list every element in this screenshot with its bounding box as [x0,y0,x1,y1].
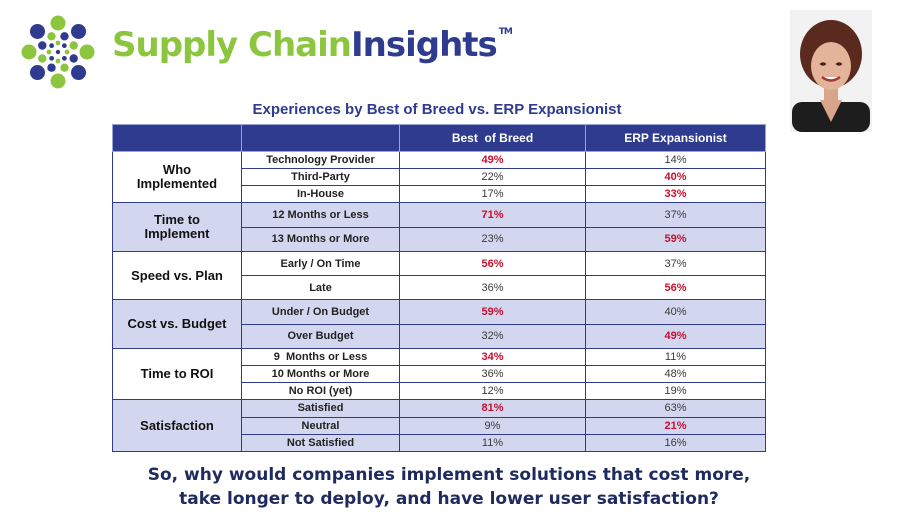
item-cell: 9 Months or Less [241,347,400,367]
item-cell: Late [241,275,400,301]
item-cell: 13 Months or More [241,226,400,252]
table-row: Third-Party 22% 40% [113,168,766,187]
best-of-breed-value: 36% [399,365,586,384]
table-header-row: Best of Breed ERP Expansionist [112,124,766,152]
erp-expansionist-value: 56% [585,275,766,301]
best-of-breed-value: 11% [399,433,586,453]
table-row: Time to Implement 12 Months or Less 71% 37% [112,202,766,252]
table-row: Time to ROI 9 Months or Less 34% 11% [112,347,766,401]
erp-expansionist-value: 11% [585,347,766,367]
erp-expansionist-value: 40% [585,299,766,325]
table-body: Who Implemented Technology Provider 49% 14%… [112,150,766,453]
presenter-photo [790,10,872,132]
category-cell: Time to ROI [112,347,242,401]
brand-wordmark: Supply ChainInsights TM [112,25,513,65]
table-row: Cost vs. Budget Under / On Budget 59% 40% [112,299,766,349]
erp-expansionist-value: 37% [585,202,766,228]
best-of-breed-value: 32% [399,323,586,349]
question-line-1: So, why would companies implement soluti… [147,465,751,485]
erp-expansionist-value: 33% [585,185,766,204]
erp-expansionist-value: 14% [585,150,766,170]
best-of-breed-value: 56% [399,250,586,277]
item-cell: 12 Months or Less [241,202,400,228]
header-erp-expansionist: ERP Expansionist [585,124,766,152]
erp-expansionist-value: 40% [585,168,766,187]
table-row: Speed vs. Plan Early / On Time 56% 37% [112,250,766,301]
erp-expansionist-value: 21% [585,416,766,435]
results-table: Best of Breed ERP Expansionist Who Imple… [112,124,766,453]
brand-trademark: TM [498,27,513,37]
table-row: Over Budget 32% 49% [113,323,766,349]
best-of-breed-value: 34% [399,347,586,367]
erp-expansionist-value: 49% [585,323,766,349]
best-of-breed-value: 59% [399,299,586,325]
item-cell: In-House [241,185,400,204]
erp-expansionist-value: 37% [585,250,766,277]
category-cell: Satisfaction [112,399,242,452]
table-row: 13 Months or More 23% 59% [113,226,766,252]
closing-question: So, why would companies implement soluti… [0,463,898,511]
header-best-of-breed: Best of Breed [399,124,586,152]
best-of-breed-value: 49% [399,150,586,170]
erp-expansionist-value: 48% [585,365,766,384]
erp-expansionist-value: 59% [585,226,766,252]
best-of-breed-value: 81% [399,399,586,418]
table-row: Who Implemented Technology Provider 49% 14% [112,150,766,204]
category-cell: Time to Implement [112,202,242,252]
item-cell: Over Budget [241,323,400,349]
table-row: Satisfaction Satisfied 81% 63% [112,399,766,452]
category-cell: Speed vs. Plan [112,250,242,301]
item-cell: Early / On Time [241,250,400,277]
category-cell: Who Implemented [112,150,242,204]
erp-expansionist-value: 16% [585,433,766,453]
item-cell: Not Satisfied [241,433,400,453]
table-title: Experiences by Best of Breed vs. ERP Exp… [252,101,622,118]
erp-expansionist-value: 63% [585,399,766,418]
best-of-breed-value: 71% [399,202,586,228]
best-of-breed-value: 22% [399,168,586,187]
erp-expansionist-value: 19% [585,382,766,401]
best-of-breed-value: 23% [399,226,586,252]
item-cell: Under / On Budget [241,299,400,325]
brand-name-part1: Supply Chain [112,25,352,65]
category-cell: Cost vs. Budget [112,299,242,349]
table-row: Neutral 9% 21% [113,416,766,435]
item-cell: 10 Months or More [241,365,400,384]
header-item [241,124,400,152]
best-of-breed-value: 9% [399,416,586,435]
table-row: Late 36% 56% [113,275,766,301]
best-of-breed-value: 17% [399,185,586,204]
item-cell: Neutral [241,416,400,435]
header-category [112,124,242,152]
table-row: 10 Months or More 36% 48% [113,365,766,384]
item-cell: No ROI (yet) [241,382,400,401]
supply-chain-insights-logo-icon [21,15,95,89]
brand-name-part2: Insights [350,25,498,65]
table-row: No ROI (yet) 12% 19% [113,382,766,401]
item-cell: Third-Party [241,168,400,187]
item-cell: Technology Provider [241,150,400,170]
best-of-breed-value: 12% [399,382,586,401]
best-of-breed-value: 36% [399,275,586,301]
table-row: Not Satisfied 11% 16% [113,433,766,453]
item-cell: Satisfied [241,399,400,418]
question-line-2: take longer to deploy, and have lower us… [179,489,719,509]
